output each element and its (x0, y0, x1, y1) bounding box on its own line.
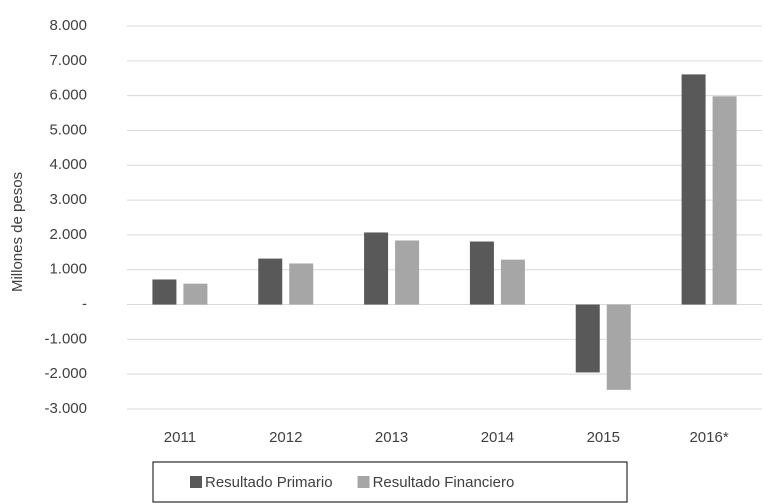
x-tick-label: 2016* (689, 429, 728, 446)
y-tick-label: -3.000 (44, 400, 87, 417)
y-tick-label: -2.000 (44, 365, 87, 382)
legend-box (152, 461, 628, 503)
y-tick-label: 7.000 (49, 52, 87, 69)
legend-swatch (190, 476, 202, 488)
legend-swatch (357, 476, 370, 488)
y-tick-label: -1.000 (44, 330, 87, 347)
x-tick-label: 2014 (481, 429, 514, 446)
bar (575, 304, 600, 373)
y-tick-label: 2.000 (49, 226, 87, 243)
y-tick-label: - (82, 296, 87, 313)
bar (500, 259, 525, 305)
bar (712, 96, 737, 305)
y-axis-label: Millones de pesos (9, 172, 26, 292)
x-tick-label: 2015 (587, 429, 620, 446)
legend-label: Resultado Primario (205, 474, 333, 491)
y-tick-label: 4.000 (49, 156, 87, 173)
bar (364, 232, 389, 305)
bar (469, 241, 494, 305)
y-tick-label: 8.000 (49, 17, 87, 34)
y-tick-label: 5.000 (49, 121, 87, 138)
y-tick-label: 3.000 (49, 191, 87, 208)
bar (606, 304, 631, 390)
bar (395, 240, 420, 305)
legend-label: Resultado Financiero (373, 474, 515, 491)
bar (289, 263, 314, 305)
x-tick-label: 2011 (164, 429, 196, 446)
y-tick-label: 6.000 (49, 87, 87, 104)
y-tick-label: 1.000 (49, 261, 87, 278)
x-tick-label: 2013 (375, 429, 408, 446)
x-tick-label: 2012 (269, 429, 302, 446)
bar (258, 258, 283, 305)
bar (183, 283, 208, 305)
bar (152, 279, 177, 305)
bar (681, 74, 706, 305)
